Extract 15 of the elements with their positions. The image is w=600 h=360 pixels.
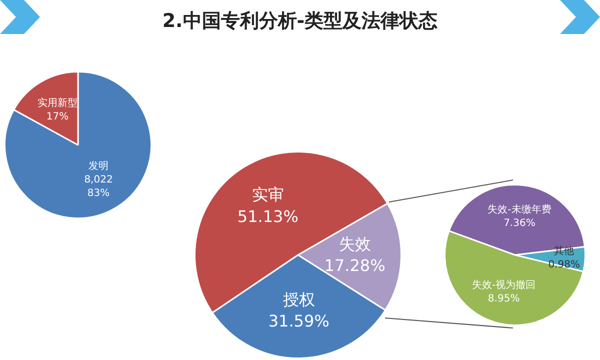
slice-label: 发明	[88, 160, 109, 172]
data-label: 7.36%	[504, 218, 536, 229]
data-label: 8.95%	[488, 293, 520, 304]
slice-label: 失效	[338, 234, 371, 254]
data-label: 31.59%	[268, 312, 330, 331]
data-label: 51.13%	[237, 206, 298, 226]
data-label: 17%	[46, 112, 69, 123]
slice-label: 实审	[252, 185, 284, 204]
text: 2.中国专利分析-类型及法律状态	[161, 9, 439, 34]
slice-label: 授权	[282, 290, 315, 310]
slice-label: 失效-未缴年费	[488, 203, 552, 216]
data-label: 17.28%	[324, 256, 386, 276]
data-label: 8,022 83%	[84, 174, 113, 199]
slice-label: 失效-视为撤回	[472, 278, 536, 291]
slice-label: 实用新型	[37, 97, 78, 110]
